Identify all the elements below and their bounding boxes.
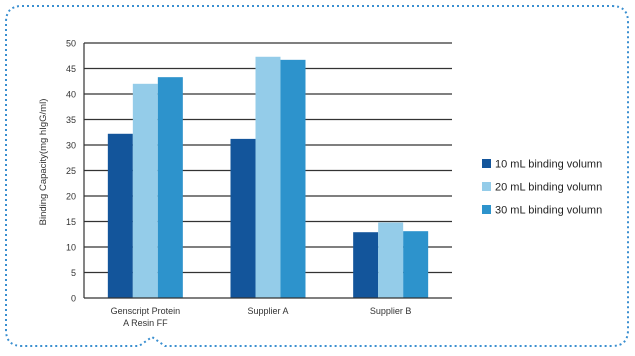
y-tick-label: 25 <box>66 166 76 176</box>
bar <box>255 56 281 298</box>
x-tick-label: Genscript Protein <box>111 306 181 316</box>
legend-swatch <box>482 159 491 168</box>
y-tick-label: 15 <box>66 217 76 227</box>
y-tick-label: 30 <box>66 141 76 151</box>
y-tick-label: 10 <box>66 243 76 253</box>
bar <box>157 77 183 298</box>
legend-label: 30 mL binding volumn <box>495 205 602 217</box>
bar <box>107 133 133 298</box>
bars <box>107 56 429 298</box>
legend: 10 mL binding volumn 20 mL binding volumn… <box>482 159 602 217</box>
y-tick-label: 40 <box>66 90 76 100</box>
y-tick-label: 0 <box>71 294 76 304</box>
bar <box>353 232 379 298</box>
x-tick-label: Supplier B <box>370 306 412 316</box>
x-tick-label: Supplier A <box>247 306 288 316</box>
bar <box>403 231 429 298</box>
y-tick-label: 45 <box>66 64 76 74</box>
legend-swatch <box>482 182 491 191</box>
x-tick-labels: Genscript Protein A Resin FF Supplier A Sup… <box>111 306 412 328</box>
y-tick-label: 20 <box>66 192 76 202</box>
bar <box>132 83 158 298</box>
y-tick-label: 50 <box>66 39 76 49</box>
bar <box>280 59 306 298</box>
legend-swatch <box>482 205 491 214</box>
bar <box>378 222 404 298</box>
legend-label: 10 mL binding volumn <box>495 159 602 171</box>
axes <box>83 43 452 299</box>
legend-label: 20 mL binding volumn <box>495 182 602 194</box>
y-tick-labels: 0 5 10 15 20 25 30 35 40 45 50 <box>66 39 76 304</box>
y-tick-label: 35 <box>66 115 76 125</box>
bar <box>230 138 256 298</box>
chart-frame <box>5 5 629 347</box>
y-axis-label: Binding Capacity(mg hIgG/ml) <box>38 99 49 226</box>
x-tick-label: A Resin FF <box>123 318 168 328</box>
y-tick-label: 5 <box>71 268 76 278</box>
